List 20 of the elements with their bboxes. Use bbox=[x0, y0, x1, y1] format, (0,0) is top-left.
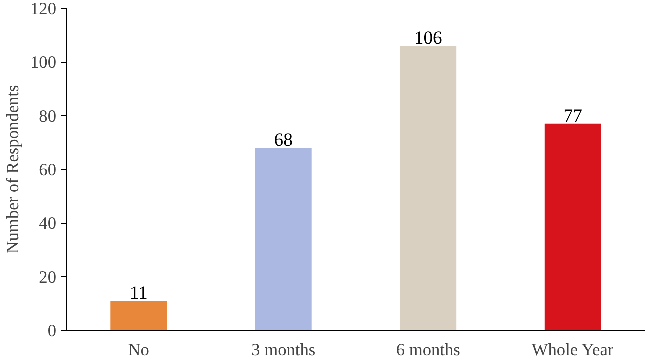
y-tick-label: 40 bbox=[39, 214, 56, 234]
y-tick-label: 100 bbox=[30, 53, 57, 72]
data-label: 106 bbox=[414, 28, 442, 50]
y-tick-label: 80 bbox=[39, 106, 56, 126]
data-label: 68 bbox=[274, 130, 293, 152]
data-label: 77 bbox=[564, 106, 582, 127]
bar bbox=[110, 300, 168, 330]
bar bbox=[544, 124, 602, 330]
x-tick-label: Whole Year bbox=[532, 340, 614, 360]
y-axis-title: Number of Respondents bbox=[4, 85, 23, 254]
x-tick-label: 3 months bbox=[252, 340, 316, 360]
bar bbox=[255, 148, 312, 330]
x-tick-label: No bbox=[128, 340, 150, 360]
y-tick-label: 60 bbox=[39, 160, 56, 180]
bar bbox=[400, 46, 457, 330]
y-tick-label: 20 bbox=[39, 268, 56, 287]
y-tick-label: 0 bbox=[48, 322, 57, 340]
y-tick-label: 120 bbox=[30, 0, 57, 18]
data-label: 11 bbox=[130, 282, 148, 304]
x-tick-label: 6 months bbox=[396, 340, 461, 360]
